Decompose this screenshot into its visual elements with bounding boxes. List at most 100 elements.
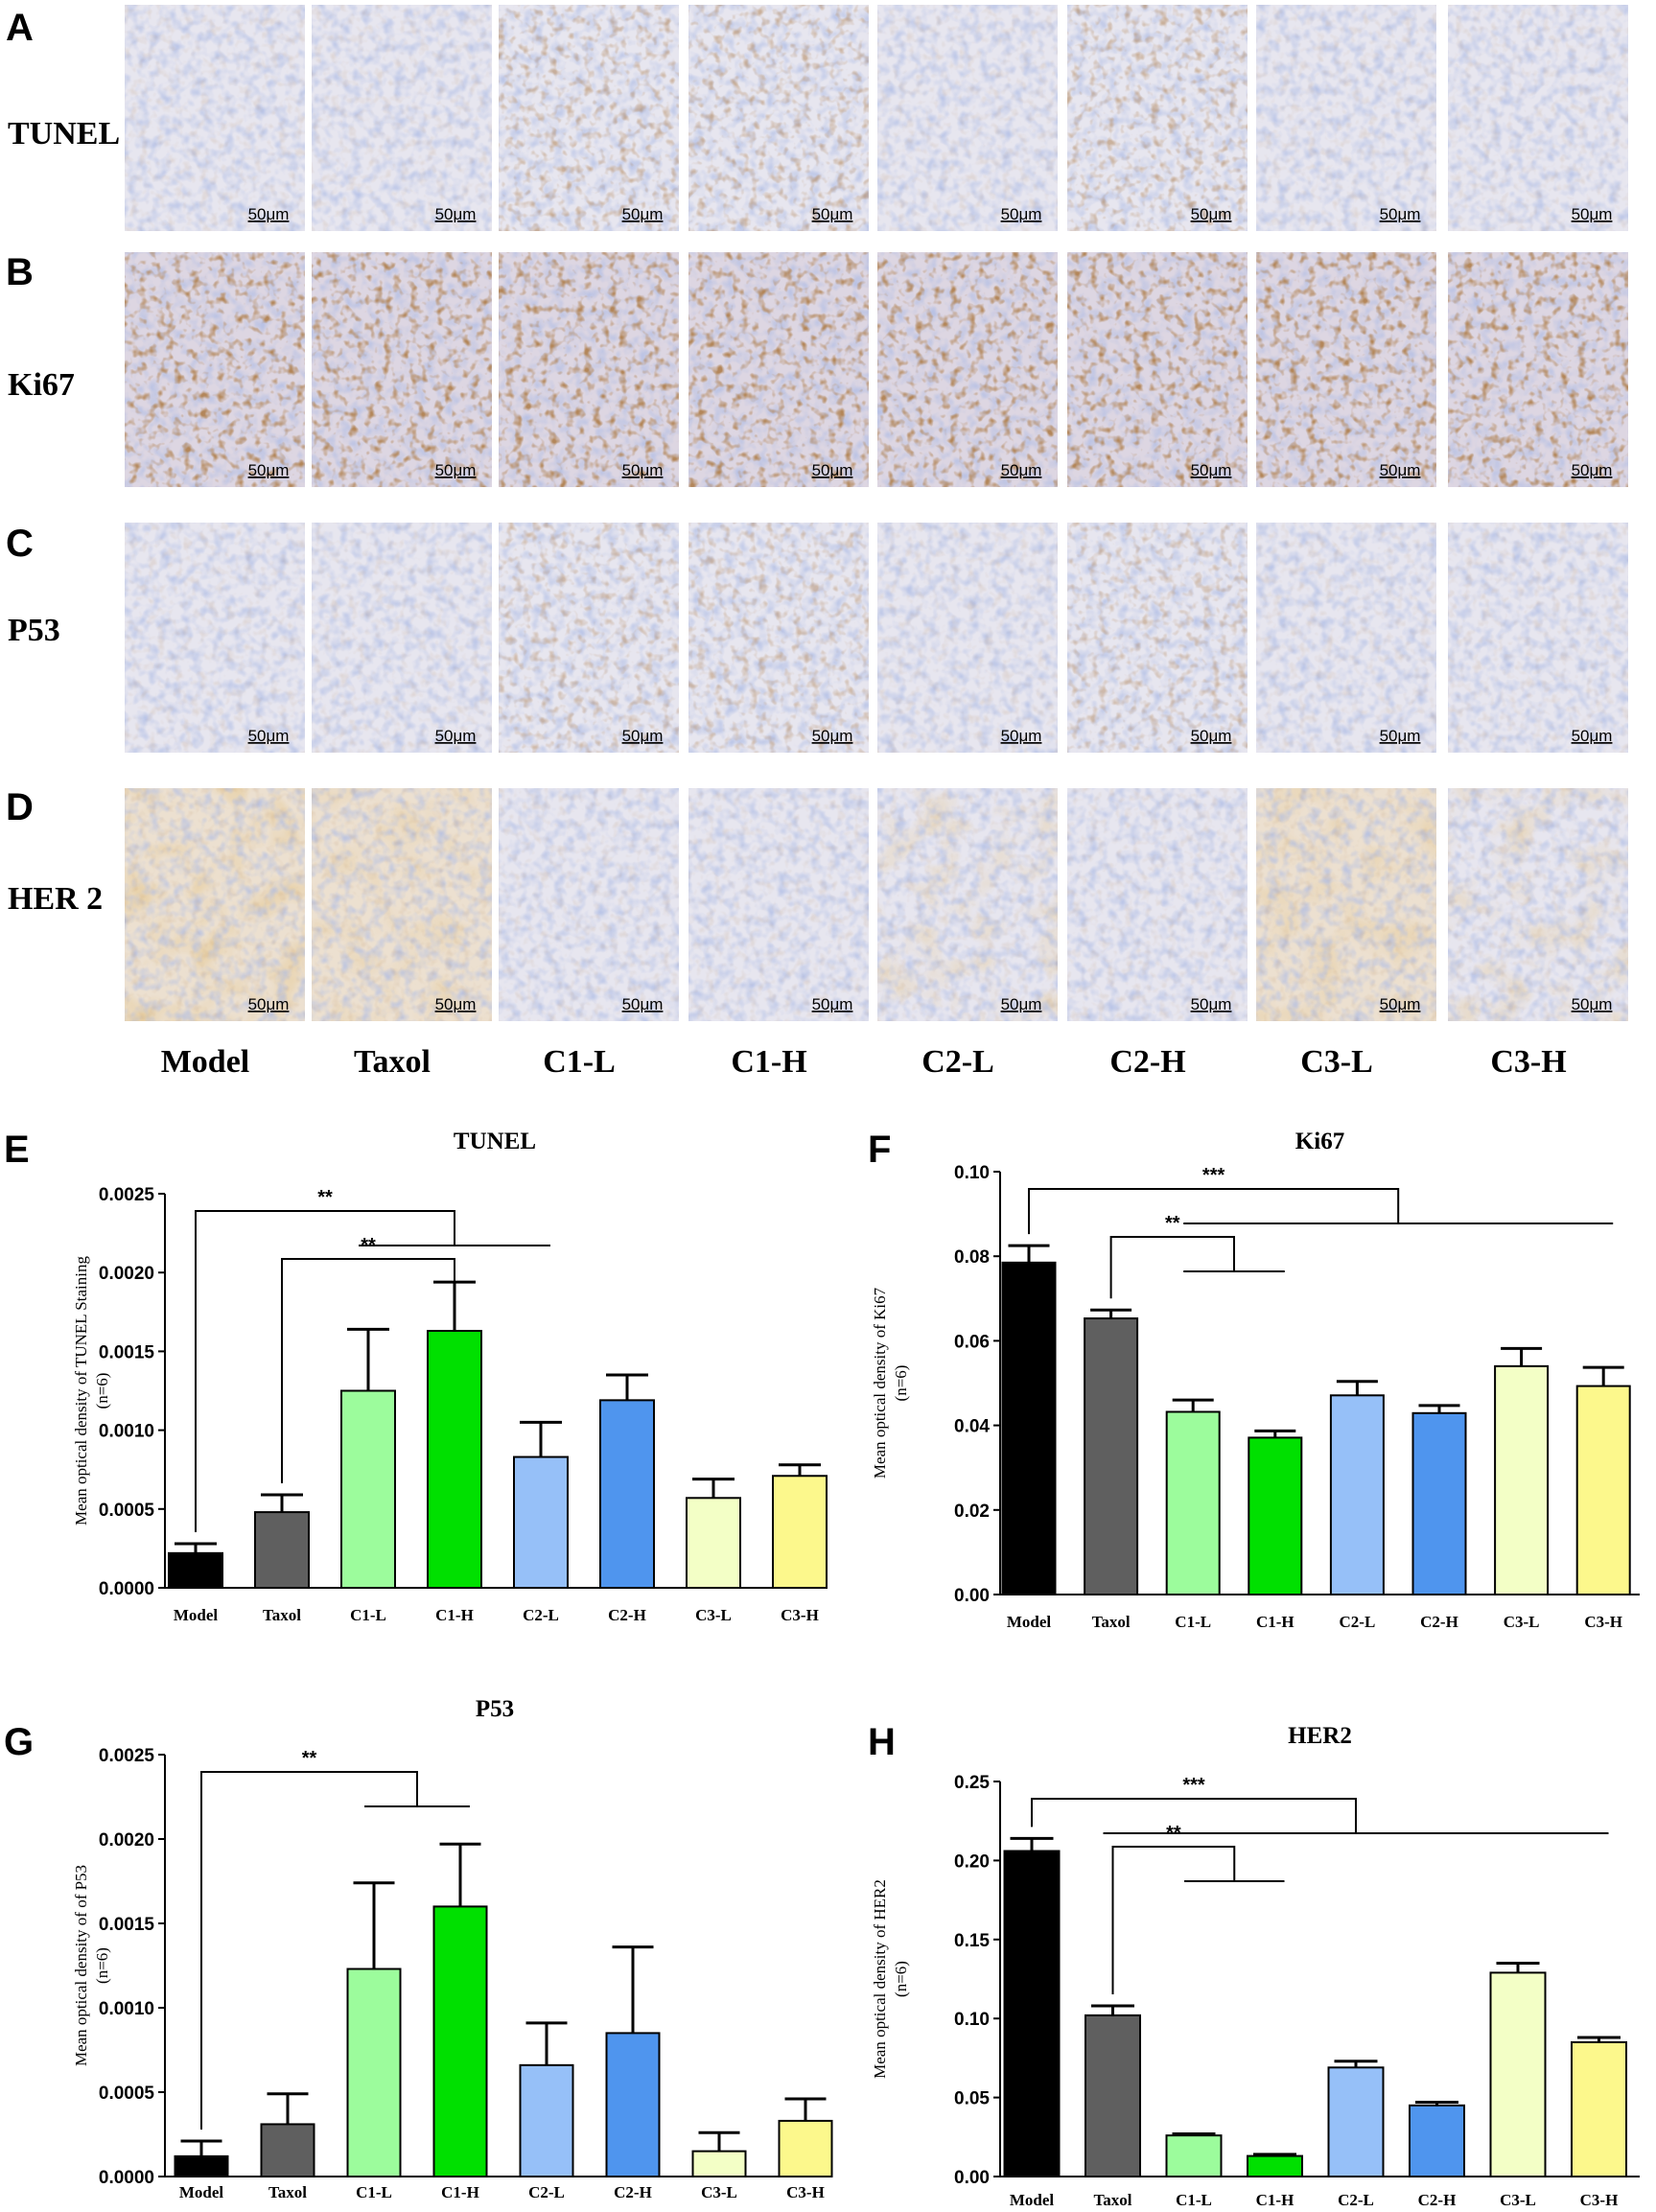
scale-bar-label: 50μm <box>812 727 853 745</box>
category-label: C2-L <box>523 1606 559 1624</box>
brown-stain <box>688 788 869 1021</box>
scale-bar-label: 50μm <box>1572 205 1613 223</box>
brown-stain <box>877 523 1058 753</box>
micrograph-tile: 50μm <box>499 523 679 753</box>
significance-label: *** <box>1182 1775 1205 1796</box>
significance-bracket <box>195 1210 455 1532</box>
micrograph-tile: 50μm <box>125 523 305 753</box>
stain-label: P53 <box>8 613 60 648</box>
scale-bar-label: 50μm <box>622 205 664 223</box>
y-tick-label: 0.0010 <box>99 1422 154 1442</box>
scale-bar-label: 50μm <box>1191 995 1232 1013</box>
micrograph-tile: 50μm <box>688 5 869 231</box>
brown-stain <box>1067 523 1248 753</box>
bar <box>1001 1261 1057 1595</box>
micrograph-tile: 50μm <box>1448 788 1628 1021</box>
bar <box>772 1475 828 1589</box>
micrograph-grid: A TUNEL 50μm 50μm 50μm 50μm 50μm 50μm 50μm 50μm B K… <box>6 5 1628 1080</box>
scale-bar-label: 50μm <box>1001 461 1042 479</box>
group-label: C1-L <box>543 1044 616 1080</box>
scale-bar-label: 50μm <box>435 995 477 1013</box>
brown-stain <box>125 788 305 1021</box>
bar <box>1411 1411 1467 1596</box>
micrograph-tile: 50μm <box>877 5 1058 231</box>
bar <box>1494 1364 1550 1595</box>
bar <box>1409 2104 1465 2178</box>
y-tick-label: 0.0000 <box>99 1579 154 1599</box>
y-axis-label-line: (n=6) <box>93 1373 111 1409</box>
bar <box>1165 2134 1223 2178</box>
scale-bar-label: 50μm <box>248 995 290 1013</box>
scale-bar-label: 50μm <box>1572 461 1613 479</box>
bar <box>1329 1394 1385 1595</box>
scale-bar-label: 50μm <box>1001 995 1042 1013</box>
scale-bar-label: 50μm <box>812 995 853 1013</box>
y-tick-label: 0.0010 <box>99 1999 154 2019</box>
bar <box>1327 2066 1385 2178</box>
y-tick-label: 0.05 <box>954 2089 990 2109</box>
chart-title: HER2 <box>1288 1723 1352 1749</box>
bar <box>168 1551 223 1590</box>
group-label: C3-H <box>1490 1044 1566 1080</box>
brown-stain <box>688 523 869 753</box>
micrograph-tile: 50μm <box>1067 252 1248 487</box>
y-tick-label: 0.20 <box>954 1851 990 1872</box>
significance-bracket <box>1109 1236 1235 1299</box>
y-axis-label-line: Mean optical density of of P53 <box>72 1865 90 2066</box>
brown-stain <box>312 788 492 1021</box>
y-tick-label: 0.25 <box>954 1773 990 1793</box>
bar <box>1247 2154 1303 2177</box>
y-tick-label: 0.0025 <box>99 1746 155 1766</box>
micrograph-tile: 50μm <box>1256 5 1436 231</box>
y-tick-label: 0.0005 <box>99 2084 155 2104</box>
bar-charts: E TUNEL 0.0000 0.0005 0.0010 0.0015 0.0020 0.00… <box>4 1129 1640 2209</box>
brown-stain <box>125 5 305 231</box>
micrograph-tile: 50μm <box>1067 788 1248 1021</box>
scale-bar-label: 50μm <box>435 205 477 223</box>
category-label: C1-H <box>1256 2191 1294 2209</box>
y-tick-label: 0.02 <box>954 1502 990 1522</box>
micrograph-tile: 50μm <box>312 523 492 753</box>
micrograph-tile: 50μm <box>1448 5 1628 231</box>
group-label: Taxol <box>354 1044 431 1080</box>
y-axis-label-line: (n=6) <box>892 1365 910 1402</box>
brown-stain <box>312 252 492 487</box>
bar <box>778 2119 833 2177</box>
category-label: C1-L <box>350 1606 386 1624</box>
panel-letter: D <box>6 786 34 828</box>
micrograph-tile: 50μm <box>688 252 869 487</box>
category-label: C2-H <box>1418 2191 1457 2209</box>
brown-stain <box>1448 523 1628 753</box>
y-tick-label: 0.0020 <box>99 1264 154 1284</box>
brown-stain <box>1067 252 1248 487</box>
brown-stain <box>877 5 1058 231</box>
scale-bar-label: 50μm <box>1191 205 1232 223</box>
y-axis-label-line: Mean optical density of HER2 <box>871 1879 889 2079</box>
brown-stain <box>1256 252 1436 487</box>
micrograph-tile: 50μm <box>1256 788 1436 1021</box>
significance-label: ** <box>1166 1823 1181 1844</box>
micrograph-tile: 50μm <box>312 252 492 487</box>
y-tick-label: 0.0025 <box>99 1185 155 1205</box>
significance-bracket <box>281 1258 455 1483</box>
category-label: C1-H <box>1256 1613 1294 1631</box>
panel-letter: G <box>4 1721 34 1763</box>
y-axis-label-line: (n=6) <box>892 1961 910 1997</box>
micrograph-tile: 50μm <box>877 788 1058 1021</box>
micrograph-tile: 50μm <box>499 5 679 231</box>
bar <box>1575 1385 1631 1596</box>
brown-stain <box>688 5 869 231</box>
y-tick-label: 0.0015 <box>99 1915 155 1935</box>
bar <box>254 1511 310 1590</box>
bar <box>346 1968 402 2178</box>
scale-bar-label: 50μm <box>435 461 477 479</box>
brown-stain <box>312 523 492 753</box>
category-label: Model <box>1010 2191 1055 2209</box>
micrograph-tile: 50μm <box>312 788 492 1021</box>
scale-bar-label: 50μm <box>1380 727 1421 745</box>
scale-bar-label: 50μm <box>812 461 853 479</box>
micrograph-tile: 50μm <box>499 788 679 1021</box>
scale-bar-label: 50μm <box>1191 727 1232 745</box>
scale-bar-label: 50μm <box>1001 727 1042 745</box>
